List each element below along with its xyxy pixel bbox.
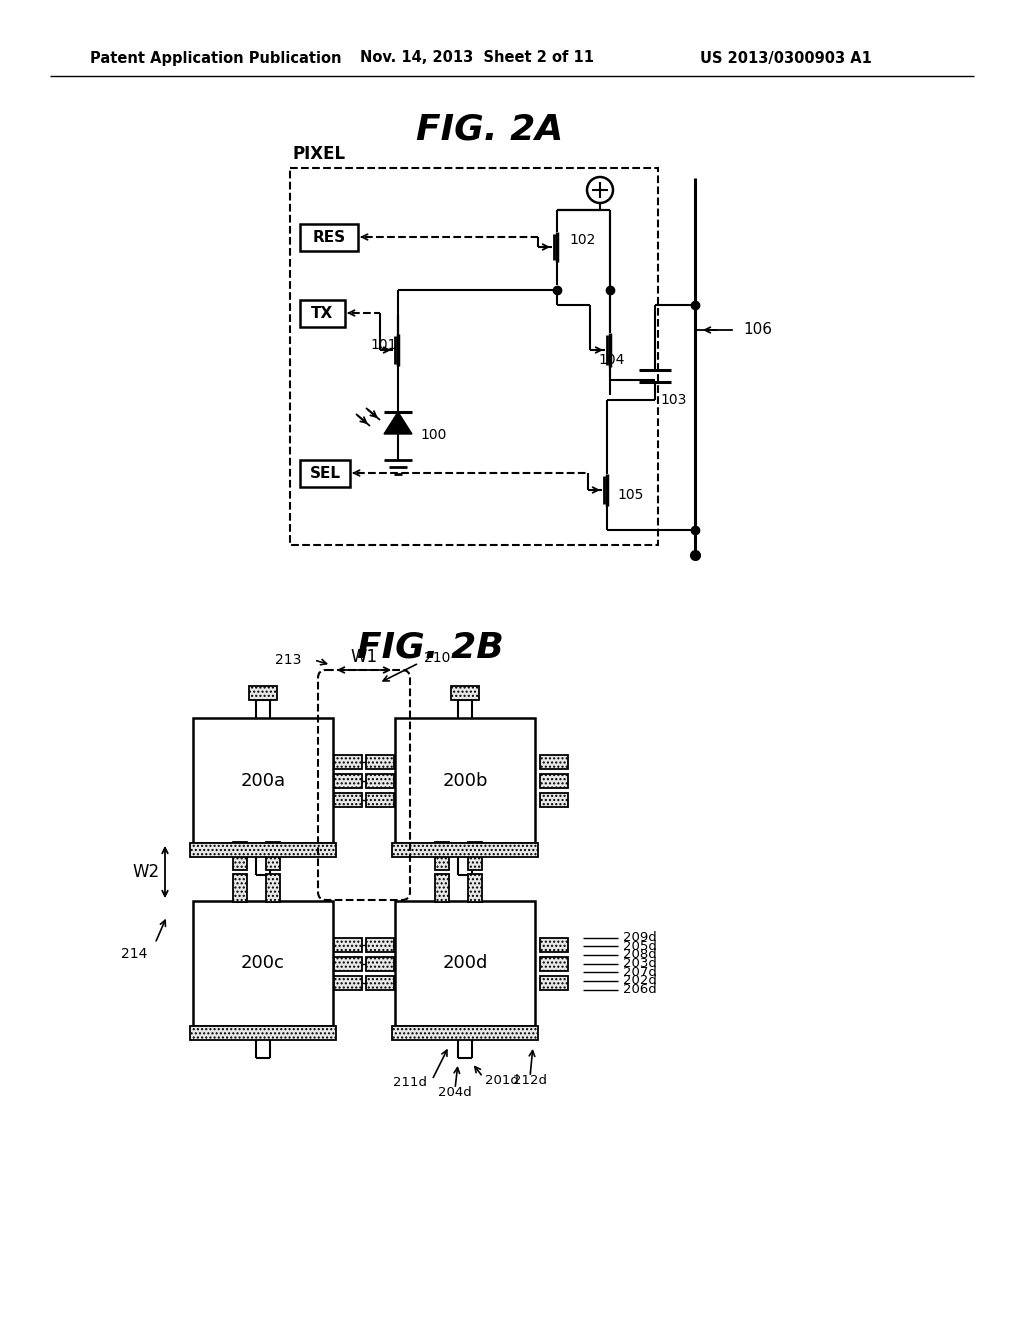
Text: FIG. 2A: FIG. 2A	[417, 114, 563, 147]
Bar	[540, 975, 568, 990]
Text: 200c: 200c	[241, 954, 285, 973]
Bar	[232, 874, 247, 902]
Bar	[540, 957, 568, 970]
Bar	[366, 774, 394, 788]
Text: 210: 210	[424, 651, 451, 665]
Text: 205d: 205d	[623, 940, 656, 953]
Text: 204d: 204d	[438, 1086, 472, 1100]
Text: 106: 106	[743, 322, 772, 338]
Text: US 2013/0300903 A1: US 2013/0300903 A1	[700, 50, 871, 66]
Bar	[334, 975, 362, 990]
Bar	[395, 718, 535, 843]
Bar	[540, 755, 568, 768]
Text: PIXEL: PIXEL	[292, 145, 345, 162]
Bar	[434, 842, 449, 870]
Text: 203d: 203d	[623, 957, 656, 970]
Bar	[334, 774, 362, 788]
Bar	[334, 957, 362, 970]
Text: 102: 102	[569, 234, 595, 247]
Text: 101: 101	[370, 338, 396, 352]
Bar	[392, 843, 538, 857]
Bar	[366, 937, 394, 952]
Bar	[395, 902, 535, 1026]
Bar	[366, 792, 394, 807]
Text: 213: 213	[274, 653, 301, 667]
Text: 105: 105	[617, 488, 643, 502]
Bar	[232, 842, 247, 870]
Bar	[334, 755, 362, 768]
Bar	[540, 792, 568, 807]
Text: 214: 214	[121, 946, 147, 961]
Text: SEL: SEL	[309, 466, 341, 480]
Text: 100: 100	[420, 428, 446, 442]
Text: 104: 104	[598, 352, 625, 367]
Text: 103: 103	[660, 393, 686, 407]
Text: 200a: 200a	[241, 771, 286, 789]
Bar	[366, 975, 394, 990]
Bar	[334, 937, 362, 952]
Bar	[190, 843, 336, 857]
Text: Nov. 14, 2013  Sheet 2 of 11: Nov. 14, 2013 Sheet 2 of 11	[360, 50, 594, 66]
Bar	[540, 774, 568, 788]
Bar	[434, 874, 449, 902]
Text: 212d: 212d	[513, 1073, 547, 1086]
Text: 202d: 202d	[623, 974, 656, 987]
Text: 200b: 200b	[442, 771, 487, 789]
Bar	[265, 874, 280, 902]
Bar	[468, 874, 481, 902]
Text: 208d: 208d	[623, 948, 656, 961]
Text: TX: TX	[311, 305, 333, 321]
Bar	[334, 792, 362, 807]
Bar	[190, 1026, 336, 1040]
Bar	[290, 168, 658, 545]
Bar	[366, 755, 394, 768]
Text: RES: RES	[312, 230, 345, 244]
Text: 206d: 206d	[623, 983, 656, 997]
Bar	[193, 718, 333, 843]
Text: FIG. 2B: FIG. 2B	[356, 630, 504, 664]
Bar	[193, 902, 333, 1026]
Text: 201d: 201d	[485, 1073, 519, 1086]
Bar	[366, 957, 394, 970]
Bar	[300, 459, 350, 487]
Bar	[392, 1026, 538, 1040]
Bar	[468, 842, 481, 870]
Bar	[300, 224, 358, 251]
Text: W1: W1	[350, 648, 378, 667]
Text: 211d: 211d	[393, 1077, 427, 1089]
Text: W2: W2	[133, 863, 160, 880]
Bar	[249, 686, 278, 700]
Text: 207d: 207d	[623, 966, 656, 978]
Bar	[300, 300, 345, 327]
Polygon shape	[384, 412, 412, 434]
Bar	[540, 937, 568, 952]
Bar	[265, 842, 280, 870]
Text: 209d: 209d	[623, 931, 656, 944]
Bar	[451, 686, 479, 700]
Text: 200d: 200d	[442, 954, 487, 973]
Text: Patent Application Publication: Patent Application Publication	[90, 50, 341, 66]
